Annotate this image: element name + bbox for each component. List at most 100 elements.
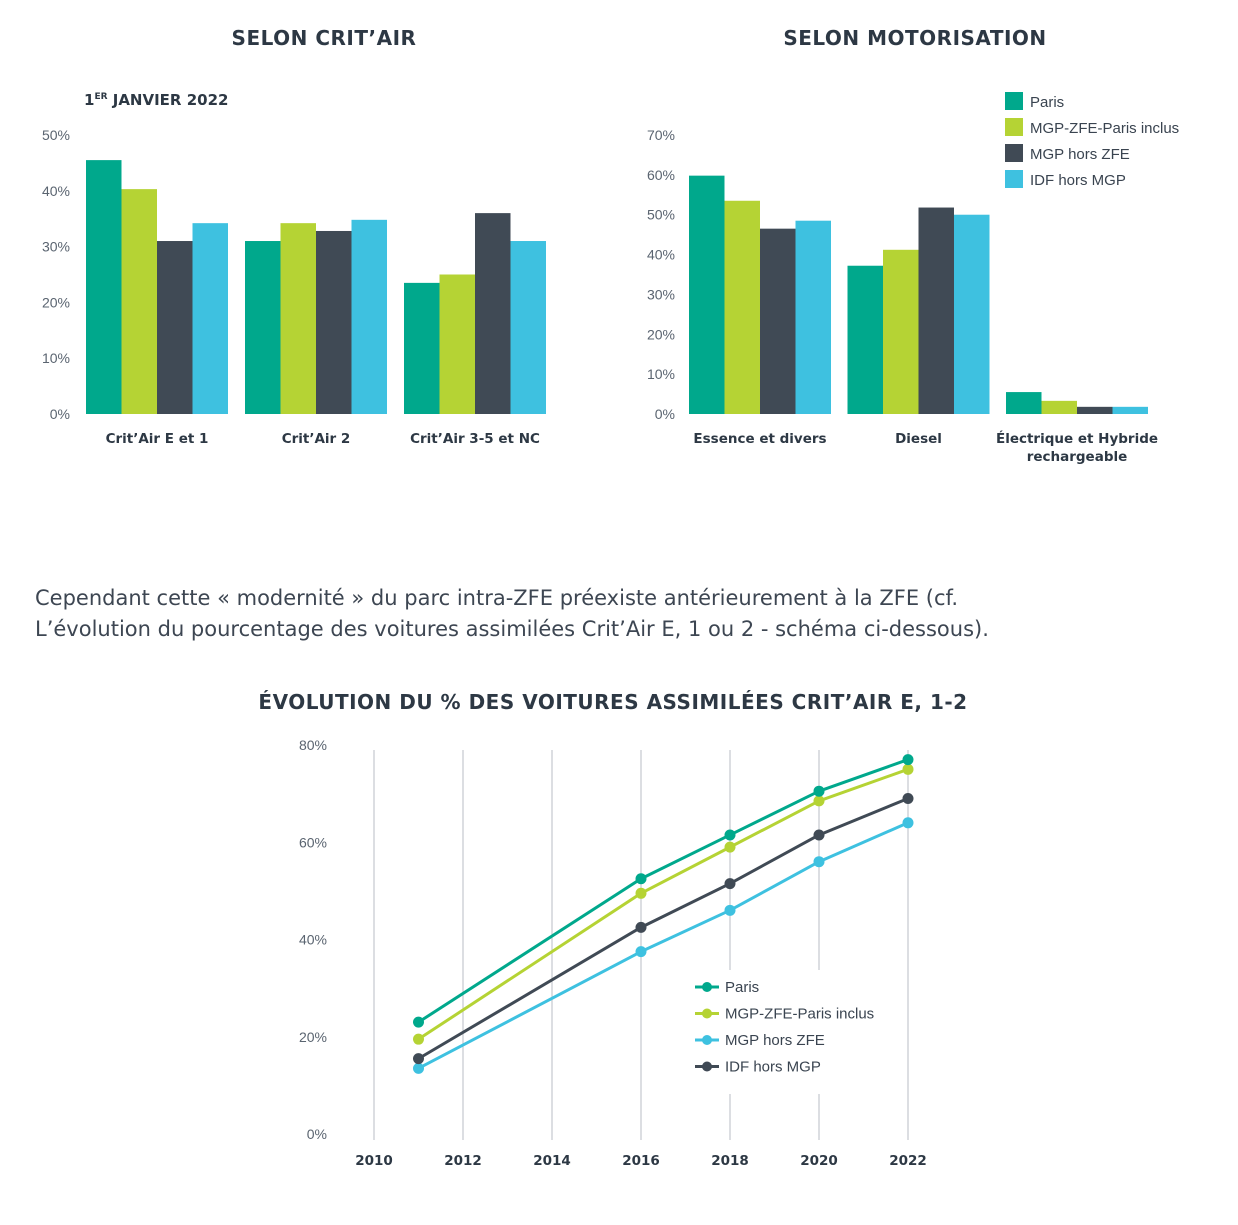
- y-tick-label: 30%: [647, 286, 675, 302]
- bar: [192, 223, 228, 414]
- y-tick-label: 10%: [42, 350, 70, 366]
- paragraph-line-1: Cependant cette « modernité » du parc in…: [35, 586, 959, 610]
- bar: [510, 241, 546, 414]
- data-point: [813, 785, 825, 797]
- subtitle-rest: JANVIER 2022: [108, 91, 229, 109]
- x-tick-label: 2018: [711, 1153, 749, 1169]
- x-tick-label: 2014: [533, 1153, 571, 1169]
- bar: [280, 223, 316, 414]
- data-point: [902, 817, 914, 829]
- bar: [1006, 392, 1042, 414]
- data-point: [413, 1016, 424, 1028]
- chart-evolution: ÉVOLUTION DU % DES VOITURES ASSIMILÉES C…: [258, 690, 967, 1169]
- data-point: [635, 887, 647, 899]
- bar: [86, 160, 122, 414]
- bar: [918, 207, 954, 414]
- legend-marker: [702, 1008, 712, 1019]
- bar: [475, 213, 511, 414]
- bar: [724, 200, 760, 414]
- legend-swatch: [1005, 118, 1023, 136]
- bar: [439, 274, 475, 414]
- legend-label: IDF hors MGP: [725, 1059, 821, 1076]
- data-point: [413, 1033, 424, 1045]
- legend-label: MGP hors ZFE: [725, 1032, 825, 1049]
- data-point: [902, 763, 914, 775]
- legend-label: IDF hors MGP: [1030, 172, 1126, 189]
- bar: [847, 265, 883, 414]
- y-tick-label: 0%: [307, 1126, 327, 1142]
- x-tick-label: 2022: [889, 1153, 927, 1169]
- data-point: [813, 829, 825, 841]
- x-tick-label: 2010: [355, 1153, 393, 1169]
- bar: [404, 282, 440, 414]
- category-label: Électrique et Hybride: [996, 430, 1158, 447]
- data-point: [724, 841, 736, 853]
- bar: [351, 219, 387, 414]
- y-tick-label: 50%: [42, 127, 70, 143]
- data-point: [813, 795, 825, 807]
- y-tick-label: 20%: [299, 1029, 327, 1045]
- bar: [795, 220, 831, 414]
- data-point: [635, 921, 647, 933]
- bar: [1077, 406, 1113, 414]
- x-tick-label: 2012: [444, 1153, 482, 1169]
- y-tick-label: 0%: [50, 406, 70, 422]
- legend-label: MGP-ZFE-Paris inclus: [725, 1006, 874, 1023]
- bar: [883, 249, 919, 414]
- bar: [121, 189, 157, 414]
- chart-critair-subtitle: 1ER JANVIER 2022: [84, 91, 228, 109]
- x-tick-label: 2016: [622, 1153, 660, 1169]
- category-label: Essence et divers: [693, 431, 826, 447]
- y-tick-label: 20%: [42, 294, 70, 310]
- category-label: Diesel: [895, 431, 942, 447]
- legend-swatch: [1005, 170, 1023, 188]
- category-label: Crit’Air 3-5 et NC: [410, 431, 540, 447]
- legend-swatch: [1005, 144, 1023, 162]
- y-tick-label: 60%: [299, 834, 327, 850]
- y-tick-label: 40%: [42, 183, 70, 199]
- chart-evolution-title: ÉVOLUTION DU % DES VOITURES ASSIMILÉES C…: [258, 690, 967, 714]
- chart-critair: SELON CRIT’AIR 1ER JANVIER 2022 0% 10% 20%…: [42, 26, 546, 447]
- subtitle-sup: ER: [94, 92, 107, 102]
- legend-label: MGP hors ZFE: [1030, 146, 1130, 163]
- category-label: Crit’Air E et 1: [106, 431, 209, 447]
- y-tick-label: 70%: [647, 127, 675, 143]
- bar: [245, 241, 281, 414]
- data-point: [635, 873, 647, 885]
- legend-marker: [702, 982, 712, 992]
- y-tick-label: 40%: [647, 247, 675, 263]
- legend-label: Paris: [1030, 94, 1064, 111]
- legend-marker: [702, 1035, 712, 1045]
- data-point: [724, 878, 736, 890]
- legend-marker: [702, 1061, 712, 1072]
- data-point: [724, 829, 736, 841]
- chart-motorisation-title: SELON MOTORISATION: [783, 26, 1046, 50]
- data-point: [413, 1053, 424, 1065]
- data-point: [635, 946, 647, 958]
- y-tick-label: 30%: [42, 239, 70, 255]
- y-tick-label: 20%: [647, 326, 675, 342]
- legend-label: Paris: [725, 979, 759, 996]
- bar: [1112, 406, 1148, 414]
- y-tick-label: 50%: [647, 207, 675, 223]
- x-tick-label: 2020: [800, 1153, 838, 1169]
- data-point: [902, 754, 914, 766]
- y-tick-label: 40%: [299, 932, 327, 948]
- data-point: [902, 792, 914, 804]
- data-point: [413, 1062, 424, 1074]
- category-label: rechargeable: [1027, 449, 1128, 465]
- intro-paragraph: Cependant cette « modernité » du parc in…: [35, 583, 1215, 645]
- bar: [1041, 400, 1077, 414]
- chart-critair-title: SELON CRIT’AIR: [232, 26, 417, 50]
- bar: [760, 228, 796, 414]
- subtitle-main: 1: [84, 91, 94, 109]
- y-tick-label: 60%: [647, 167, 675, 183]
- legend-swatch: [1005, 92, 1023, 110]
- bar: [157, 241, 193, 414]
- bar: [954, 214, 990, 414]
- y-tick-label: 0%: [655, 406, 675, 422]
- legend-label: MGP-ZFE-Paris inclus: [1030, 120, 1179, 137]
- y-tick-label: 80%: [299, 737, 327, 753]
- bar: [316, 230, 352, 414]
